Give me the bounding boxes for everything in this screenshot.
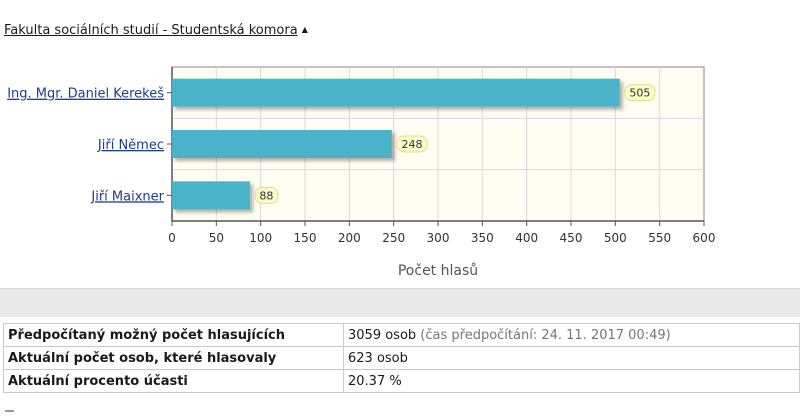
x-tick-label: 300: [427, 231, 450, 245]
candidate-name-link[interactable]: Jiří Němec: [97, 138, 164, 153]
x-tick-label: 450: [560, 231, 583, 245]
bar: [172, 181, 251, 210]
x-tick-label: 550: [648, 231, 671, 245]
data-label: 248: [401, 138, 422, 151]
info-row: Předpočítaný možný počet hlasujících 3059…: [3, 323, 800, 347]
info-value: 20.37 %: [348, 373, 402, 389]
x-tick-label: 50: [209, 231, 224, 245]
candidate-name-link[interactable]: Ing. Mgr. Daniel Kerekeš: [7, 87, 164, 102]
info-label: Aktuální počet osob, které hlasovaly: [3, 346, 344, 370]
candidate-name-link[interactable]: Jiří Maixner: [90, 189, 164, 204]
data-label: 88: [259, 189, 273, 202]
section-header: Fakulta sociálních studií - Studentská k…: [4, 23, 308, 38]
x-axis-title: Počet hlasů: [398, 263, 478, 279]
divider: [5, 410, 14, 412]
info-value: 3059 osob: [348, 327, 417, 343]
x-tick-label: 500: [604, 231, 627, 245]
info-value-cell: 623 osob: [343, 346, 800, 370]
x-tick-label: 200: [338, 231, 361, 245]
x-tick-label: 0: [168, 231, 176, 245]
turnout-info-table: Předpočítaný možný počet hlasujících 3059…: [3, 323, 800, 393]
separator-band: [0, 288, 800, 317]
info-label: Předpočítaný možný počet hlasujících: [3, 323, 344, 347]
data-label: 505: [629, 87, 650, 100]
section-title-link[interactable]: Fakulta sociálních studií - Studentská k…: [4, 23, 298, 38]
bar: [172, 78, 620, 107]
x-tick-label: 600: [693, 231, 716, 245]
x-tick-label: 250: [382, 231, 405, 245]
x-tick-label: 350: [471, 231, 494, 245]
x-tick-label: 100: [249, 231, 272, 245]
data-label-bg: [624, 84, 656, 102]
info-row: Aktuální počet osob, které hlasovaly 623 …: [3, 346, 800, 370]
info-label: Aktuální procento účasti: [3, 369, 344, 393]
bar: [172, 130, 392, 158]
caret-up-icon[interactable]: ▲: [301, 25, 308, 34]
info-value-cell: 3059 osob (čas předpočítání: 24. 11. 201…: [343, 323, 800, 347]
vote-count-chart: Ing. Mgr. Daniel Kerekeš 505 Jiří Němec 248…: [7, 66, 715, 279]
info-value: 623 osob: [348, 350, 408, 366]
bars-group: Ing. Mgr. Daniel Kerekeš 505 Jiří Němec 248…: [7, 78, 656, 210]
data-label-bg: [396, 135, 428, 153]
info-row: Aktuální procento účasti 20.37 %: [3, 369, 800, 393]
x-tick-label: 150: [294, 231, 317, 245]
x-tick-label: 400: [515, 231, 538, 245]
data-label-bg: [254, 186, 279, 204]
x-tick-labels: 0 50 100 150 200 250 300 350 400 450 500 550 600: [168, 221, 715, 245]
info-note: (čas předpočítání: 24. 11. 2017 00:49): [416, 327, 671, 343]
info-value-cell: 20.37 %: [343, 369, 800, 393]
